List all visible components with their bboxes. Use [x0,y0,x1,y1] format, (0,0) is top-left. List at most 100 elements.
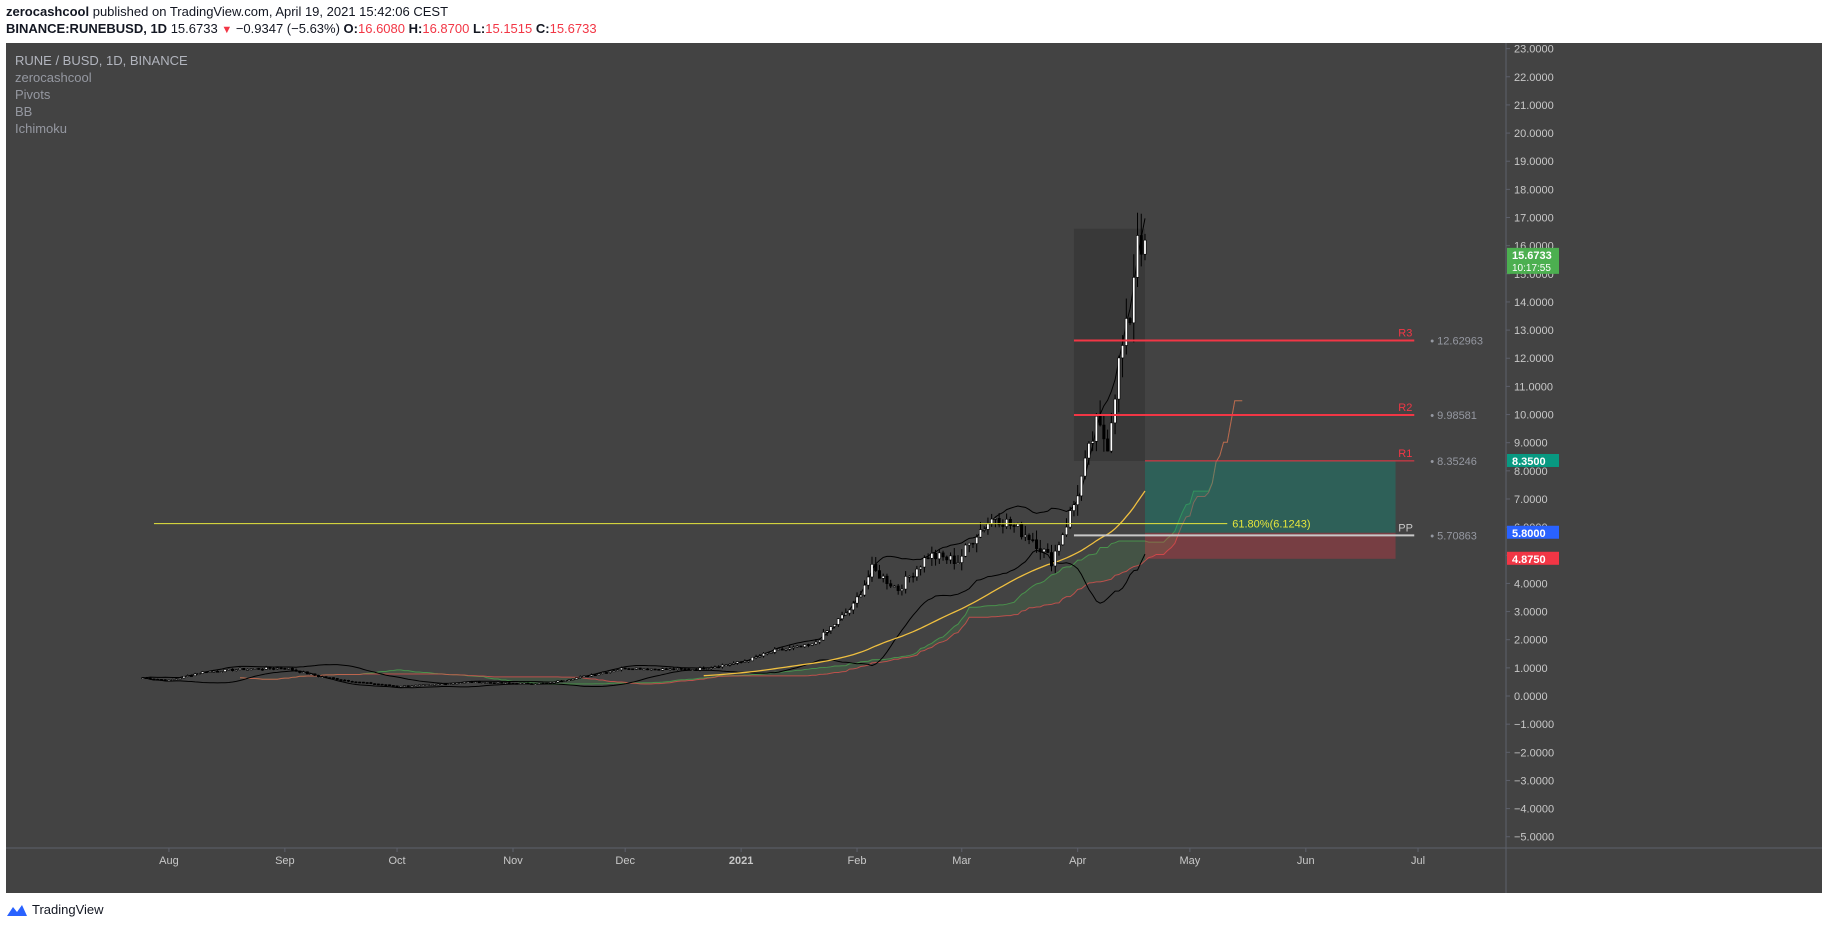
x-tick-label: Dec [615,855,635,867]
y-tick-label: 0.0000 [1514,691,1548,703]
candle-body [174,678,178,681]
candle-body [597,673,601,676]
candle-body [1124,318,1128,346]
candle-body [552,681,556,684]
y-tick-label: −4.0000 [1514,804,1554,816]
candle-body [863,584,867,596]
candle-body [1057,544,1061,552]
candle-body [1042,548,1046,553]
footer: TradingView [6,902,104,917]
candle-body [193,673,197,676]
price-badge-countdown: 10:17:55 [1512,263,1551,274]
candle-body [720,664,724,668]
candle-body [182,676,186,679]
legend-item-pivots[interactable]: Pivots [15,87,51,102]
open-value: 16.6080 [358,21,405,36]
candle-body [257,668,261,670]
candle-body [287,667,291,670]
price-badge [1507,247,1559,274]
candle-body [447,683,451,685]
candle-body [690,669,694,671]
candle-body [788,647,792,650]
candle-body [747,660,751,663]
candle-body [1012,525,1016,527]
x-tick-label: Nov [503,855,523,867]
candle-body [877,570,881,579]
legend-item-bb[interactable]: BB [15,104,33,119]
candle-body [238,667,242,670]
y-tick-label: −1.0000 [1514,719,1554,731]
candle-body [432,683,436,686]
candle-body [732,662,736,665]
chart-area[interactable]: R3 • 12.62963 R2 • 9.98581 R1 • 8.35246 PP • 5.… [6,43,1822,893]
candle-body [623,667,627,670]
candle-body [545,682,549,685]
candle-body [264,667,268,670]
fib-618-label: 61.80%(6.1243) [1232,519,1310,531]
x-tick-label: Apr [1069,855,1086,867]
candle-body [242,667,246,671]
candle-body [881,575,885,579]
brand-name[interactable]: TradingView [32,902,104,917]
bb-upper-band [142,218,1146,684]
candle-body [646,668,650,671]
candle-body [885,575,889,584]
y-tick-label: 3.0000 [1514,607,1548,619]
candle-body [1046,548,1050,553]
y-tick-label: 8.0000 [1514,466,1548,478]
y-tick-label: 11.0000 [1514,381,1553,393]
candle-body [272,668,276,670]
candle-body [365,682,369,684]
candle-body [679,668,683,670]
candle-body [728,664,732,666]
candle-body [451,682,455,685]
y-tick-label: 13.0000 [1514,325,1554,337]
candle-body [1020,523,1024,538]
candle-body [343,679,347,682]
candle-body [290,667,294,671]
candle-body [735,661,739,664]
candle-body [814,641,818,645]
candle-body [702,667,706,670]
legend-item-author[interactable]: zerocashcool [15,70,92,85]
candle-body [403,685,407,687]
candle-body [608,670,612,673]
candle-body [216,670,220,673]
candle-body [1008,518,1012,526]
symbol-info: BINANCE:RUNEBUSD, 1D 15.6733 ▼ −0.9347 (… [6,21,597,36]
candle-body [638,667,642,670]
candle-body [189,675,193,677]
candle-body [717,666,721,669]
candle-body [560,680,564,683]
candle-body [302,671,306,674]
price-badge [1507,551,1559,565]
candle-body [672,668,676,671]
candle-body [186,675,190,677]
candle-body [541,682,545,685]
candle-body [571,678,575,681]
bb-lower-band [142,549,1146,689]
legend-item-ichimoku[interactable]: Ichimoku [15,121,68,136]
price-chart[interactable]: R3 • 12.62963 R2 • 9.98581 R1 • 8.35246 PP • 5.… [6,43,1822,893]
candle-body [683,668,687,671]
candle-body [298,670,302,673]
y-tick-label: 18.0000 [1514,184,1554,196]
candle-body [982,529,986,531]
candle-body [836,618,840,625]
candle-body [204,671,208,674]
candle-body [1035,539,1039,549]
candle-body [477,681,481,684]
candle-body [335,678,339,680]
candle-body [320,676,324,679]
candle-body [975,536,979,544]
candle-body [806,644,810,646]
tradingview-logo-icon[interactable] [6,903,28,917]
candle-body [358,681,362,684]
candle-body [1087,443,1091,459]
candle-body [578,676,582,678]
candle-body [522,682,526,685]
candle-body [1079,475,1083,497]
candle-body [533,683,537,685]
candle-body [1016,523,1020,527]
candle-body [223,669,227,672]
